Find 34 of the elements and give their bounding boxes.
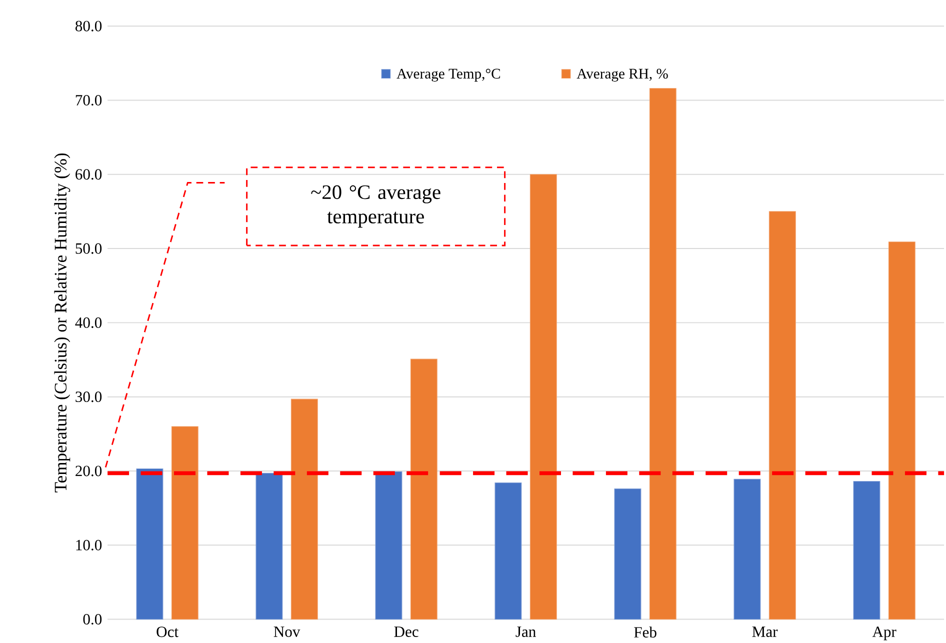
bar	[853, 480, 880, 620]
y-tick-label: 30.0	[76, 391, 102, 402]
x-tick-label: Jan	[516, 626, 536, 637]
bar	[530, 174, 557, 620]
x-tick-label: Dec	[394, 626, 418, 637]
bar	[256, 472, 283, 620]
annotation: ~20 °C average temperature	[311, 185, 440, 228]
y-tick-label: 70.0	[76, 94, 102, 106]
x-tick-label: Apr	[872, 626, 896, 640]
y-tick-label: 10.0	[76, 540, 102, 550]
y-tick-label: 60.0	[76, 168, 102, 180]
bar	[734, 478, 761, 620]
x-tick-label: Oct	[156, 626, 178, 637]
bar	[649, 88, 676, 620]
legend-label: Average RH, %	[576, 68, 668, 82]
bar	[494, 482, 522, 620]
bar	[410, 358, 438, 620]
bar	[136, 468, 164, 620]
bar	[614, 488, 642, 620]
y-tick-label: 50.0	[76, 243, 102, 254]
bar	[375, 471, 402, 620]
y-tick-label: 40.0	[75, 317, 102, 328]
x-tick-label: Nov	[274, 626, 300, 637]
bar	[290, 398, 318, 620]
x-tick-label: Mar	[752, 626, 778, 637]
y-tick-label: 80.0	[75, 20, 102, 32]
y-tick-label: 0.0	[83, 614, 102, 624]
bar	[888, 241, 916, 620]
bar	[171, 426, 198, 620]
x-tick-label: Feb	[634, 626, 656, 638]
bar	[768, 210, 796, 620]
y-axis-title: Temperature (Celsius) or Relative Humidity (%)	[54, 153, 70, 492]
y-tick-label: 20.0	[76, 465, 102, 476]
legend-label: Average Temp,°C	[396, 68, 500, 82]
